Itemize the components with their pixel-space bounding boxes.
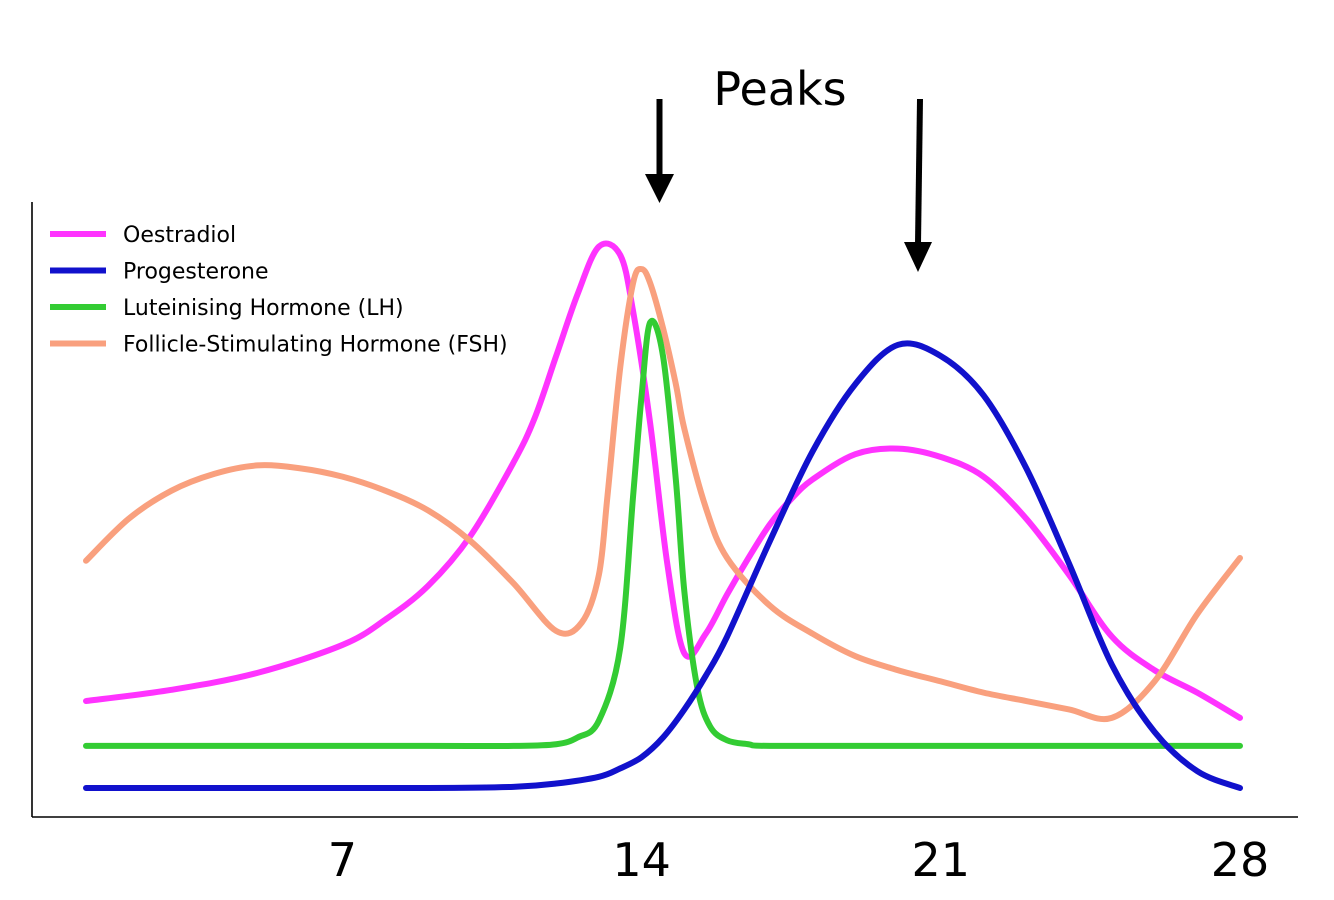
series-line-luteinising-hormone-lh <box>83 317 1243 750</box>
legend-label: Progesterone <box>123 260 269 285</box>
legend-entry: Luteinising Hormone (LH) <box>50 296 404 321</box>
arrow-down-icon <box>645 99 674 203</box>
legend-label: Luteinising Hormone (LH) <box>123 296 404 321</box>
series-layer <box>83 240 1243 792</box>
x-tick-label: 7 <box>328 833 357 887</box>
x-tick-label: 28 <box>1211 833 1270 887</box>
legend: Oestradiol Progesterone Luteinising Hormon… <box>50 223 508 358</box>
legend-entry: Oestradiol <box>50 223 236 248</box>
legend-label: Oestradiol <box>123 223 236 248</box>
axes <box>31 202 1298 818</box>
x-tick-labels: 7 14 21 28 <box>328 833 1270 887</box>
series-line-progesterone <box>83 340 1243 792</box>
series-line-oestradiol <box>83 240 1243 721</box>
legend-entry: Follicle-Stimulating Hormone (FSH) <box>50 333 508 358</box>
peaks-annotation: Peaks <box>645 62 932 272</box>
x-tick-label: 14 <box>612 833 671 887</box>
legend-entry: Progesterone <box>50 260 269 285</box>
legend-label: Follicle-Stimulating Hormone (FSH) <box>123 333 508 358</box>
peaks-label: Peaks <box>713 62 846 116</box>
series-line-follicle-stimulating-hormone-fsh <box>83 265 1243 722</box>
x-tick-label: 21 <box>912 833 971 887</box>
arrow-down-icon <box>904 98 932 272</box>
